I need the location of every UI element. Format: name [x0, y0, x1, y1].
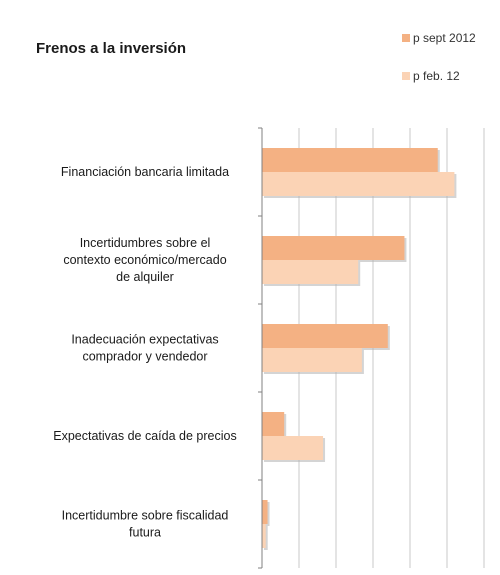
category-label-line: comprador y vendedor: [82, 350, 207, 364]
category-label: Incertidumbre sobre fiscalidad futura: [62, 509, 229, 540]
legend-item-feb-12: p feb. 12: [402, 69, 460, 83]
bar-sept-2012: [262, 324, 388, 348]
bar-shadow: [264, 526, 268, 550]
category-label: Expectativas de caída de precios: [53, 429, 236, 443]
legend-swatch-feb-12: [402, 72, 410, 80]
bar-sept-2012: [262, 412, 285, 436]
legend-label-sept-2012: p sept 2012: [413, 31, 476, 45]
category-label: Financiación bancaria limitada: [61, 165, 229, 179]
category-label-line: futura: [129, 526, 161, 540]
legend-label-feb-12: p feb. 12: [413, 69, 460, 83]
bar-sept-2012: [262, 500, 268, 524]
bar-feb-12: [262, 172, 455, 196]
legend-swatch-sept-2012: [402, 34, 410, 42]
bar-feb-12: [262, 260, 359, 284]
bar-sept-2012: [262, 236, 405, 260]
category-label: Incertidumbres sobre el contexto económic…: [63, 236, 226, 284]
chart-title: Frenos a la inversión: [36, 40, 187, 57]
bar-feb-12: [262, 348, 362, 372]
category-label-line: Expectativas de caída de precios: [53, 429, 236, 443]
bar-feb-12: [262, 524, 266, 548]
category-label-line: Inadecuación expectativas: [71, 333, 218, 347]
category-label-line: contexto económico/mercado: [63, 253, 226, 267]
category-label: Inadecuación expectativas comprador y ven…: [71, 333, 218, 364]
legend-item-sept-2012: p sept 2012: [402, 31, 476, 45]
bar-feb-12: [262, 436, 324, 460]
category-label-line: Incertidumbres sobre el: [80, 236, 211, 250]
category-label-line: de alquiler: [116, 270, 174, 284]
category-label-line: Incertidumbre sobre fiscalidad: [62, 509, 229, 523]
category-label-line: Financiación bancaria limitada: [61, 165, 229, 179]
bar-sept-2012: [262, 148, 438, 172]
